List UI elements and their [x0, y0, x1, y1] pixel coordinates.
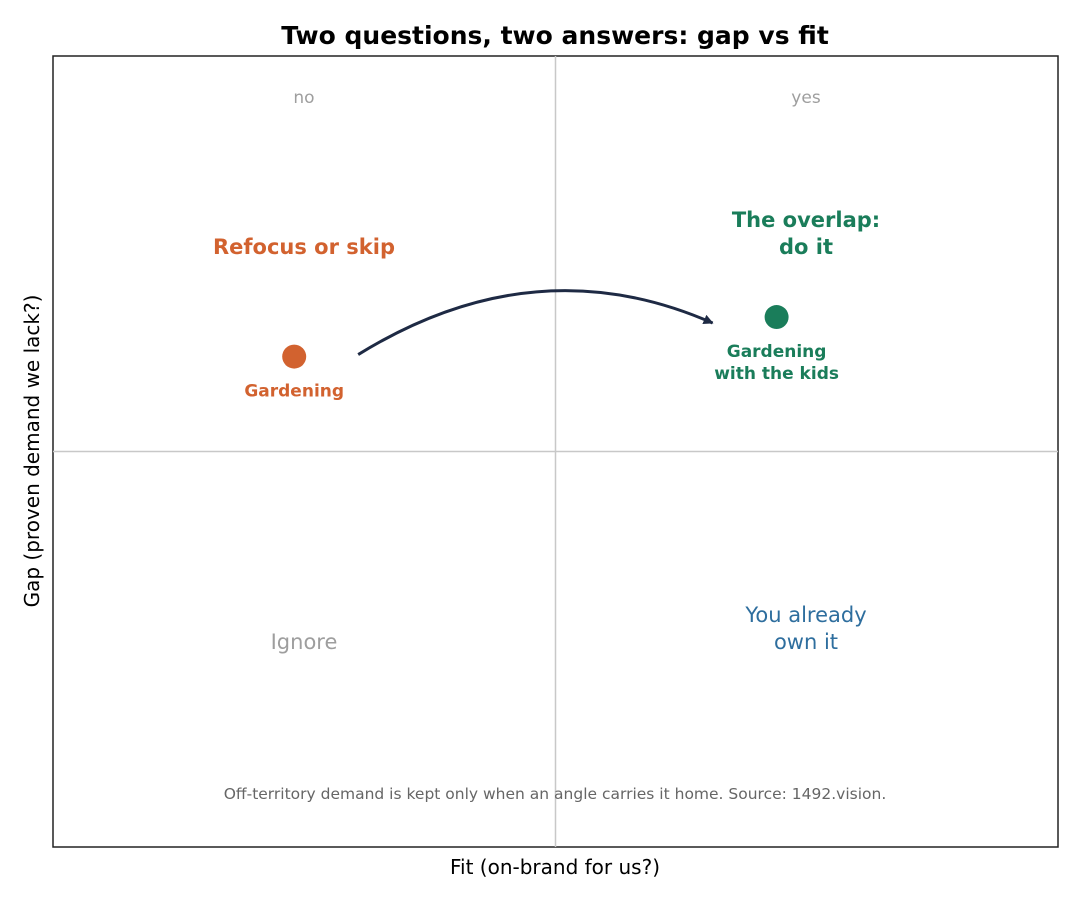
point-label: with the kids [714, 364, 839, 384]
refocus-arrow [357, 289, 714, 356]
quadrant-label-bottom-left: Ignore [271, 630, 338, 654]
point-label: Gardening [244, 382, 344, 402]
y-axis-label: Gap (proven demand we lack?) [20, 295, 44, 608]
point-gardening [282, 344, 307, 369]
point-gardening-with-the-kids [764, 305, 789, 330]
x-axis-label: Fit (on-brand for us?) [450, 855, 660, 879]
quadrant-label-top-right: do it [779, 235, 833, 259]
quadrant-label-top-left: Refocus or skip [213, 235, 395, 259]
column-label-yes: yes [791, 88, 821, 108]
quadrant-label-top-right: The overlap: [732, 208, 880, 232]
point-label: Gardening [727, 342, 827, 362]
column-label-no: no [293, 88, 314, 108]
quadrant-label-bottom-right: You already [744, 603, 866, 627]
quadrant-label-bottom-right: own it [774, 630, 838, 654]
footnote: Off-territory demand is kept only when a… [224, 785, 887, 803]
chart-title: Two questions, two answers: gap vs fit [281, 21, 829, 50]
